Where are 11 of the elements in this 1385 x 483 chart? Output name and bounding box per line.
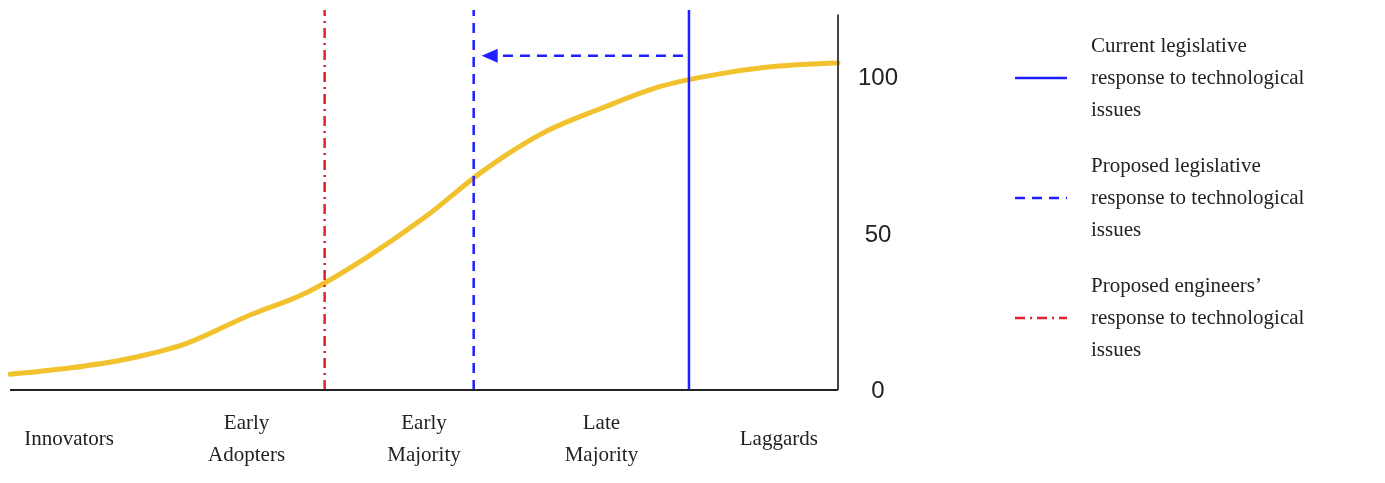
text: Current legislative response to technological issues — [1091, 33, 1305, 121]
y-tick-label: 100 — [857, 63, 899, 91]
x-tick-label: Innovators — [24, 426, 115, 450]
x-tick-label: Late Majority — [564, 410, 639, 466]
x-tick-label: Laggards — [739, 426, 818, 450]
text: Proposed engineers’ response to technological issues — [1091, 273, 1305, 361]
x-tick-label: Early Majority — [387, 410, 462, 466]
y-tick-label: 0 — [871, 376, 885, 404]
y-tick-label: 50 — [864, 219, 892, 247]
x-tick-label: Early Adopters — [208, 410, 286, 466]
text: Proposed legislative response to technological issues — [1091, 153, 1305, 241]
